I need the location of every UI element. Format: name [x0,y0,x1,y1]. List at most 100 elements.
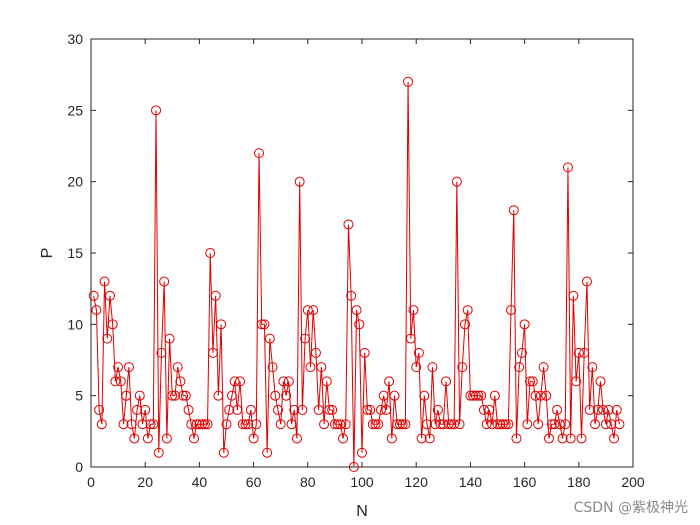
data-point [308,305,319,316]
data-point [568,290,579,301]
data-point [235,376,246,387]
data-point [465,390,476,401]
data-point [422,419,433,430]
data-point [427,362,438,373]
data-point [506,305,517,316]
data-point [454,419,465,430]
data-point [272,404,283,415]
data-point [462,305,473,316]
data-point [362,404,373,415]
data-point [151,105,162,116]
data-point [170,390,181,401]
data-point [226,390,237,401]
data-point [581,276,592,287]
data-point [148,419,159,430]
data-point [129,433,140,444]
data-point [549,419,560,430]
data-point [584,404,595,415]
data-point [370,419,381,430]
data-point [614,419,625,430]
data-point [264,333,275,344]
data-point [175,376,186,387]
data-point [522,419,533,430]
data-point [164,333,175,344]
data-point [392,419,403,430]
data-point [432,404,443,415]
data-point [245,404,256,415]
data-point [560,419,571,430]
data-point [254,148,265,159]
data-point [321,376,332,387]
data-point [142,433,153,444]
x-tick-label: 20 [137,474,153,490]
data-point [319,419,330,430]
data-point [413,347,424,358]
y-tick-label: 10 [67,316,83,332]
data-point [603,404,614,415]
data-point [478,404,489,415]
data-point [595,376,606,387]
x-tick-label: 180 [567,474,591,490]
data-point [576,433,587,444]
data-point [96,419,107,430]
data-point [552,404,563,415]
data-point [324,404,335,415]
data-point [259,319,270,330]
axis-ticks: 0 20 40 60 80 100 120 140 160 180 200 0 5 10 15 20 25 30 [67,31,644,490]
data-point [378,390,389,401]
x-tick-label: 100 [350,474,374,490]
data-point [446,419,457,430]
data-point [248,433,259,444]
data-point [611,404,622,415]
data-point [373,419,384,430]
data-point [424,433,435,444]
data-point [579,347,590,358]
x-axis-label: N [356,503,368,520]
data-point [443,419,454,430]
data-point [229,376,240,387]
data-point [354,319,365,330]
data-point [359,347,370,358]
data-point [508,205,519,216]
data-point [91,305,102,316]
data-point [327,404,338,415]
data-point [210,290,221,301]
data-point [267,362,278,373]
data-point [381,404,392,415]
watermark: CSDN @紫极神光 [573,500,688,516]
data-point [99,276,110,287]
data-point [535,390,546,401]
data-point [207,347,218,358]
data-point [403,76,414,87]
x-tick-label: 140 [459,474,483,490]
data-point [495,419,506,430]
x-tick-label: 0 [87,474,95,490]
data-point [113,362,124,373]
data-point [408,305,419,316]
data-point [346,290,357,301]
data-point [565,433,576,444]
data-point [110,376,121,387]
data-point [592,404,603,415]
data-point [609,433,620,444]
data-point [500,419,511,430]
data-point [562,162,573,173]
data-point [197,419,208,430]
data-point [557,433,568,444]
data-point [283,376,294,387]
data-point [546,419,557,430]
data-point [335,419,346,430]
data-point [202,419,213,430]
data-point [492,419,503,430]
y-tick-label: 30 [67,31,83,47]
data-point [270,390,281,401]
data-point [104,290,115,301]
data-point [386,433,397,444]
data-point [351,305,362,316]
x-tick-label: 120 [405,474,429,490]
data-point [348,462,359,472]
data-point [533,419,544,430]
data-point [145,419,156,430]
data-point [316,362,327,373]
